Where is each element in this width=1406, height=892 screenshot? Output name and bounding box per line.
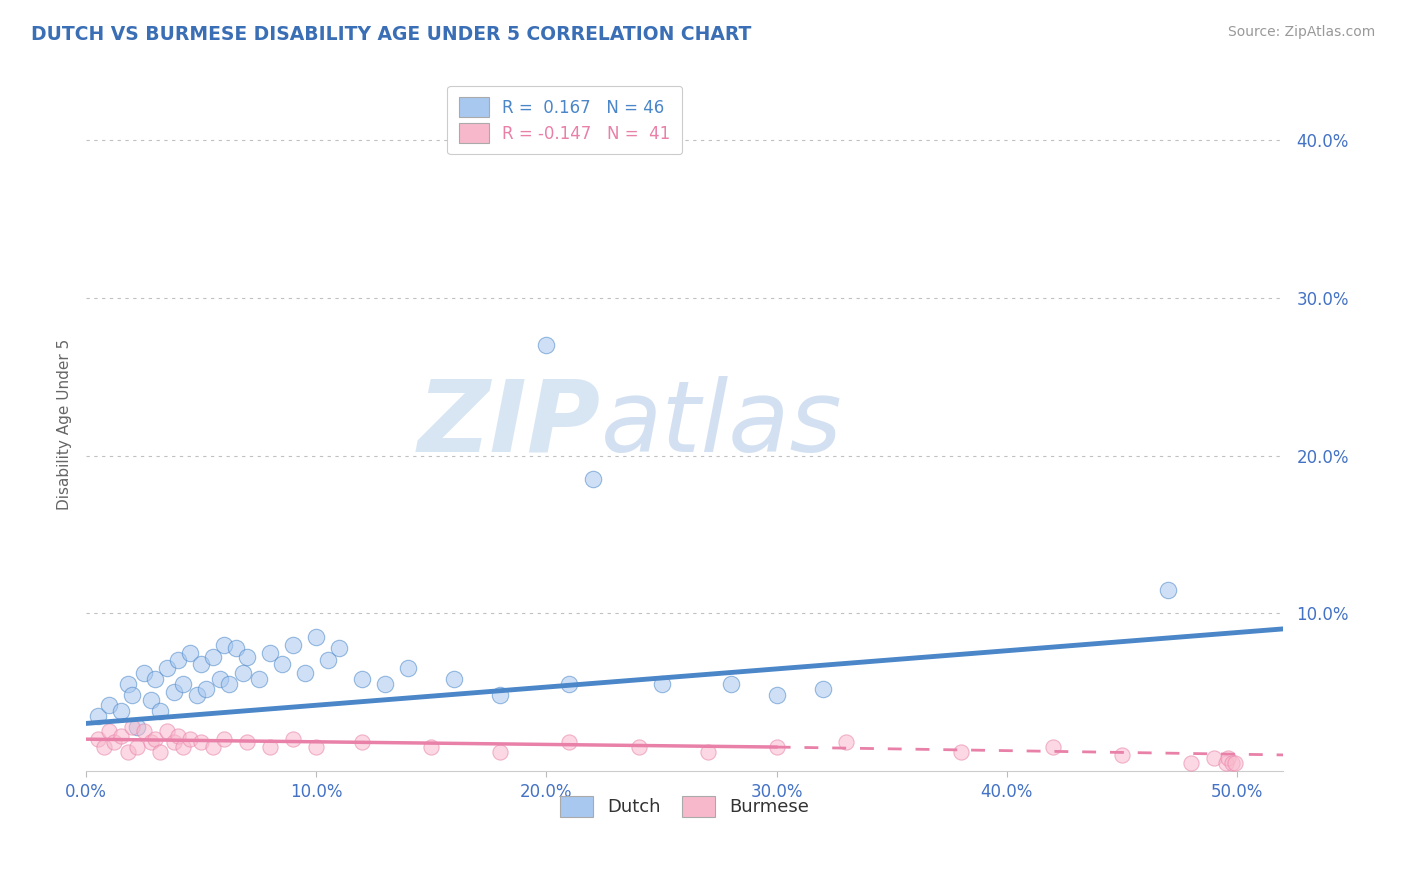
Point xyxy=(143,673,166,687)
Point xyxy=(212,732,235,747)
Point xyxy=(139,735,162,749)
Text: atlas: atlas xyxy=(600,376,842,473)
Point xyxy=(443,673,465,687)
Point xyxy=(396,661,419,675)
Point xyxy=(156,724,179,739)
Point xyxy=(125,740,148,755)
Point xyxy=(86,708,108,723)
Point xyxy=(949,745,972,759)
Point xyxy=(110,704,132,718)
Point xyxy=(121,688,143,702)
Point xyxy=(125,720,148,734)
Point xyxy=(352,735,374,749)
Point xyxy=(143,732,166,747)
Point xyxy=(86,732,108,747)
Point xyxy=(167,653,190,667)
Point xyxy=(352,673,374,687)
Point xyxy=(811,681,834,696)
Point xyxy=(558,677,581,691)
Point xyxy=(156,661,179,675)
Point xyxy=(1223,756,1246,770)
Point xyxy=(232,665,254,680)
Point xyxy=(190,735,212,749)
Point xyxy=(208,673,231,687)
Point xyxy=(328,640,350,655)
Point xyxy=(765,688,787,702)
Point xyxy=(247,673,270,687)
Point xyxy=(651,677,673,691)
Point xyxy=(627,740,650,755)
Point xyxy=(294,665,316,680)
Point xyxy=(201,650,224,665)
Point xyxy=(103,735,125,749)
Point xyxy=(420,740,443,755)
Point xyxy=(283,732,305,747)
Point xyxy=(117,745,139,759)
Point xyxy=(172,677,194,691)
Point xyxy=(835,735,858,749)
Text: Source: ZipAtlas.com: Source: ZipAtlas.com xyxy=(1227,25,1375,39)
Point xyxy=(132,724,155,739)
Point xyxy=(110,729,132,743)
Point xyxy=(720,677,742,691)
Point xyxy=(489,688,512,702)
Point xyxy=(93,740,115,755)
Point xyxy=(162,685,184,699)
Point xyxy=(696,745,718,759)
Point xyxy=(179,646,201,660)
Point xyxy=(765,740,787,755)
Point xyxy=(162,735,184,749)
Point xyxy=(558,735,581,749)
Point xyxy=(172,740,194,755)
Point xyxy=(259,740,281,755)
Point xyxy=(236,650,259,665)
Point xyxy=(489,745,512,759)
Point xyxy=(149,704,172,718)
Y-axis label: Disability Age Under 5: Disability Age Under 5 xyxy=(58,338,72,509)
Text: ZIP: ZIP xyxy=(418,376,600,473)
Point xyxy=(1216,751,1239,765)
Point xyxy=(1111,747,1133,762)
Point xyxy=(283,638,305,652)
Point xyxy=(179,732,201,747)
Point xyxy=(1180,756,1202,770)
Point xyxy=(305,740,328,755)
Point xyxy=(139,693,162,707)
Point xyxy=(117,677,139,691)
Point xyxy=(374,677,396,691)
Point xyxy=(581,472,603,486)
Point xyxy=(121,720,143,734)
Point xyxy=(149,745,172,759)
Point xyxy=(218,677,240,691)
Point xyxy=(1222,756,1244,770)
Point xyxy=(98,698,121,712)
Point xyxy=(1215,756,1237,770)
Point xyxy=(1202,751,1225,765)
Point xyxy=(316,653,339,667)
Point xyxy=(201,740,224,755)
Point xyxy=(212,638,235,652)
Point xyxy=(305,630,328,644)
Point xyxy=(236,735,259,749)
Point xyxy=(132,665,155,680)
Point xyxy=(190,657,212,671)
Point xyxy=(270,657,292,671)
Point xyxy=(167,729,190,743)
Point xyxy=(536,338,558,352)
Point xyxy=(225,640,247,655)
Legend: Dutch, Burmese: Dutch, Burmese xyxy=(553,789,817,824)
Point xyxy=(1042,740,1064,755)
Point xyxy=(98,724,121,739)
Text: DUTCH VS BURMESE DISABILITY AGE UNDER 5 CORRELATION CHART: DUTCH VS BURMESE DISABILITY AGE UNDER 5 … xyxy=(31,25,751,44)
Point xyxy=(186,688,208,702)
Point xyxy=(194,681,217,696)
Point xyxy=(259,646,281,660)
Point xyxy=(1157,582,1180,597)
